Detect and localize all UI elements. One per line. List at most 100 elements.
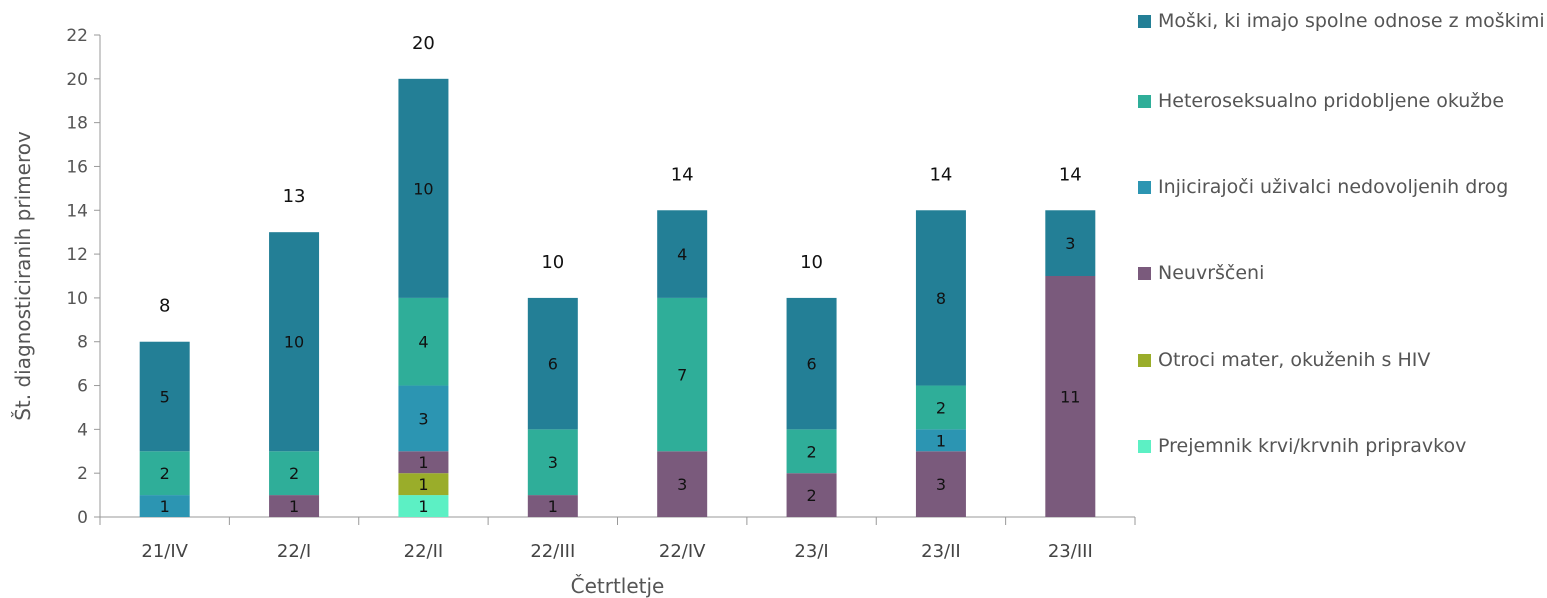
segment-value-label: 3 xyxy=(936,475,946,494)
segment-value-label: 11 xyxy=(1060,388,1080,407)
segment-value-label: 1 xyxy=(936,431,946,450)
bar-segment xyxy=(398,451,449,474)
legend-label: Heteroseksualno pridobljene okužbe xyxy=(1158,90,1505,112)
y-tick-label: 16 xyxy=(66,157,88,177)
segment-value-label: 1 xyxy=(548,497,558,516)
legend-item: Heteroseksualno pridobljene okužbe xyxy=(1138,86,1547,116)
bar-segment xyxy=(527,429,578,496)
legend-label: Moški, ki imajo spolne odnose z moškimi xyxy=(1158,10,1545,32)
segment-value-label: 8 xyxy=(936,289,946,308)
total-value-label: 14 xyxy=(929,164,952,185)
bar-segment xyxy=(139,495,190,517)
x-tick-label: 23/III xyxy=(1048,541,1093,562)
legend-swatch xyxy=(1138,181,1151,194)
bar-segment xyxy=(398,495,449,517)
x-tick-label: 22/I xyxy=(277,541,311,562)
segment-value-label: 1 xyxy=(418,453,428,472)
x-tick-label: 23/II xyxy=(921,541,961,562)
legend-item: Neuvrščeni xyxy=(1138,258,1547,288)
segment-value-label: 3 xyxy=(418,409,428,428)
bars xyxy=(139,78,1096,517)
segment-value-label: 1 xyxy=(418,497,428,516)
bar-segment xyxy=(1045,210,1096,276)
bar-segment xyxy=(657,210,708,298)
bar-segment xyxy=(269,451,320,496)
segment-value-label: 3 xyxy=(677,475,687,494)
segment-value-label: 10 xyxy=(413,179,433,198)
segment-value-label: 1 xyxy=(160,497,170,516)
x-tick-label: 22/II xyxy=(404,541,444,562)
y-tick-label: 8 xyxy=(77,333,88,353)
bar-segment xyxy=(398,473,449,496)
y-tick-label: 10 xyxy=(66,289,88,309)
total-value-label: 10 xyxy=(800,252,823,273)
segment-value-label: 10 xyxy=(284,333,304,352)
bar-segment xyxy=(915,385,966,430)
bar-segment xyxy=(915,451,966,517)
y-tick-label: 12 xyxy=(66,245,88,265)
segment-value-label: 5 xyxy=(160,388,170,407)
segment-value-label: 4 xyxy=(418,333,428,352)
legend-swatch xyxy=(1138,267,1151,280)
y-tick-label: 6 xyxy=(77,377,88,397)
y-tick-label: 20 xyxy=(66,70,88,90)
segment-value-label: 1 xyxy=(418,475,428,494)
legend-swatch xyxy=(1138,95,1151,108)
total-value-label: 13 xyxy=(283,186,306,207)
segment-value-label: 3 xyxy=(1065,234,1075,253)
bar-segment xyxy=(398,297,449,386)
segment-value-label: 2 xyxy=(289,464,299,483)
total-value-label: 14 xyxy=(1059,164,1082,185)
segment-value-label: 2 xyxy=(936,398,946,417)
legend-item: Moški, ki imajo spolne odnose z moškimi xyxy=(1138,6,1547,36)
legend-swatch xyxy=(1138,354,1151,367)
segment-value-label: 1 xyxy=(289,497,299,516)
bar-segment xyxy=(269,232,320,452)
bar-segment xyxy=(398,385,449,452)
legend-item: Prejemnik krvi/krvnih pripravkov xyxy=(1138,431,1547,461)
bar-segment xyxy=(527,297,578,430)
segment-value-label: 3 xyxy=(548,453,558,472)
bar-segment xyxy=(139,451,190,496)
bar-segment xyxy=(657,297,708,452)
x-tick-label: 22/IV xyxy=(659,541,706,562)
y-axis-title: Št. diagnosticiranih primerov xyxy=(11,131,35,421)
y-tick-label: 14 xyxy=(66,201,88,221)
segment-value-label: 7 xyxy=(677,366,687,385)
legend-label: Injicirajoči uživalci nedovoljenih drog xyxy=(1158,176,1509,198)
total-value-label: 10 xyxy=(541,252,564,273)
x-tick-label: 23/I xyxy=(794,541,828,562)
total-value-label: 14 xyxy=(671,164,694,185)
bar-segment xyxy=(527,495,578,517)
x-axis-title: Četrtletje xyxy=(571,574,665,598)
total-value-label: 20 xyxy=(412,33,435,54)
legend-item: Injicirajoči uživalci nedovoljenih drog xyxy=(1138,172,1547,202)
total-value-label: 8 xyxy=(159,296,170,317)
segment-value-label: 4 xyxy=(677,245,687,264)
segment-value-label: 2 xyxy=(806,486,816,505)
legend-swatch xyxy=(1138,440,1151,453)
segment-value-label: 2 xyxy=(806,442,816,461)
bar-segment xyxy=(269,495,320,517)
bar-segment xyxy=(657,451,708,517)
segment-value-label: 6 xyxy=(548,355,558,374)
legend-label: Otroci mater, okuženih s HIV xyxy=(1158,349,1431,371)
segment-value-label: 6 xyxy=(806,355,816,374)
segment-value-label: 2 xyxy=(160,464,170,483)
legend-item: Otroci mater, okuženih s HIV xyxy=(1138,345,1547,375)
y-tick-label: 18 xyxy=(66,114,88,134)
legend-swatch xyxy=(1138,15,1151,28)
bar-segment xyxy=(786,429,837,474)
bar-segment xyxy=(1045,276,1096,517)
y-tick-label: 4 xyxy=(77,420,88,440)
data-labels: 1258121013111341020136103741422610312814… xyxy=(159,33,1082,516)
bar-segment xyxy=(915,210,966,386)
legend-label: Neuvrščeni xyxy=(1158,262,1265,284)
bar-segment xyxy=(786,297,837,430)
x-tick-label: 22/III xyxy=(530,541,575,562)
bar-segment xyxy=(786,473,837,517)
x-tick-label: 21/IV xyxy=(141,541,188,562)
y-tick-label: 22 xyxy=(66,26,88,46)
